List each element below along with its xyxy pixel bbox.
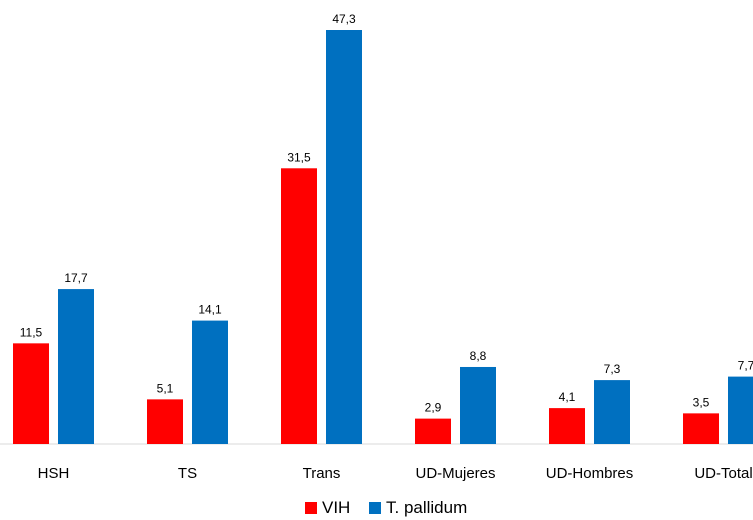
legend-swatch-tpallidum	[369, 502, 381, 514]
bar-vih-ud-mujeres	[415, 418, 451, 444]
x-tick-label-ts: TS	[178, 465, 197, 482]
bar-tpallidum-ud-mujeres	[460, 366, 496, 444]
data-label-tpallidum-ud-total: 7,7	[738, 359, 753, 373]
bar-tpallidum-hsh	[58, 289, 94, 444]
bar-vih-ud-total	[683, 413, 719, 444]
bar-tpallidum-ts	[192, 320, 228, 444]
legend-swatch-vih	[305, 502, 317, 514]
data-label-tpallidum-ud-hombres: 7,3	[604, 362, 621, 376]
x-tick-label-ud-hombres: UD-Hombres	[546, 465, 634, 482]
data-label-tpallidum-hsh: 17,7	[64, 271, 88, 285]
x-tick-label-hsh: HSH	[38, 465, 70, 482]
x-tick-label-ud-total: UD-Total	[694, 465, 752, 482]
data-label-tpallidum-trans: 47,3	[332, 12, 356, 26]
bar-tpallidum-ud-total	[728, 376, 753, 444]
x-tick-label-trans: Trans	[303, 465, 341, 482]
x-tick-label-ud-mujeres: UD-Mujeres	[415, 465, 495, 482]
bar-vih-hsh	[13, 343, 49, 444]
data-label-vih-trans: 31,5	[287, 150, 311, 164]
data-label-vih-ud-hombres: 4,1	[559, 390, 576, 404]
data-label-vih-ts: 5,1	[157, 381, 174, 395]
data-label-tpallidum-ts: 14,1	[198, 303, 222, 317]
legend-label-vih: VIH	[322, 498, 350, 517]
category-labels-layer: HSH TS Trans UD-Mujeres UD-Hombres UD-Total	[38, 465, 753, 482]
bar-tpallidum-ud-hombres	[594, 380, 630, 444]
data-label-vih-hsh: 11,5	[20, 325, 43, 339]
data-label-tpallidum-ud-mujeres: 8,8	[470, 349, 487, 363]
data-label-vih-ud-total: 3,5	[693, 395, 710, 409]
bar-tpallidum-trans	[326, 30, 362, 444]
legend: VIH T. pallidum	[305, 498, 467, 517]
bar-vih-ts	[147, 399, 183, 444]
legend-label-tpallidum: T. pallidum	[386, 498, 467, 517]
bar-vih-ud-hombres	[549, 408, 585, 444]
bar-vih-trans	[281, 168, 317, 444]
value-labels-layer: 11,5 17,7 5,1 14,1 31,5 47,3 2,9 8,8 4,1 7,3 3,5 7,…	[20, 12, 753, 415]
data-label-vih-ud-mujeres: 2,9	[425, 401, 442, 415]
bars-layer	[13, 30, 753, 444]
